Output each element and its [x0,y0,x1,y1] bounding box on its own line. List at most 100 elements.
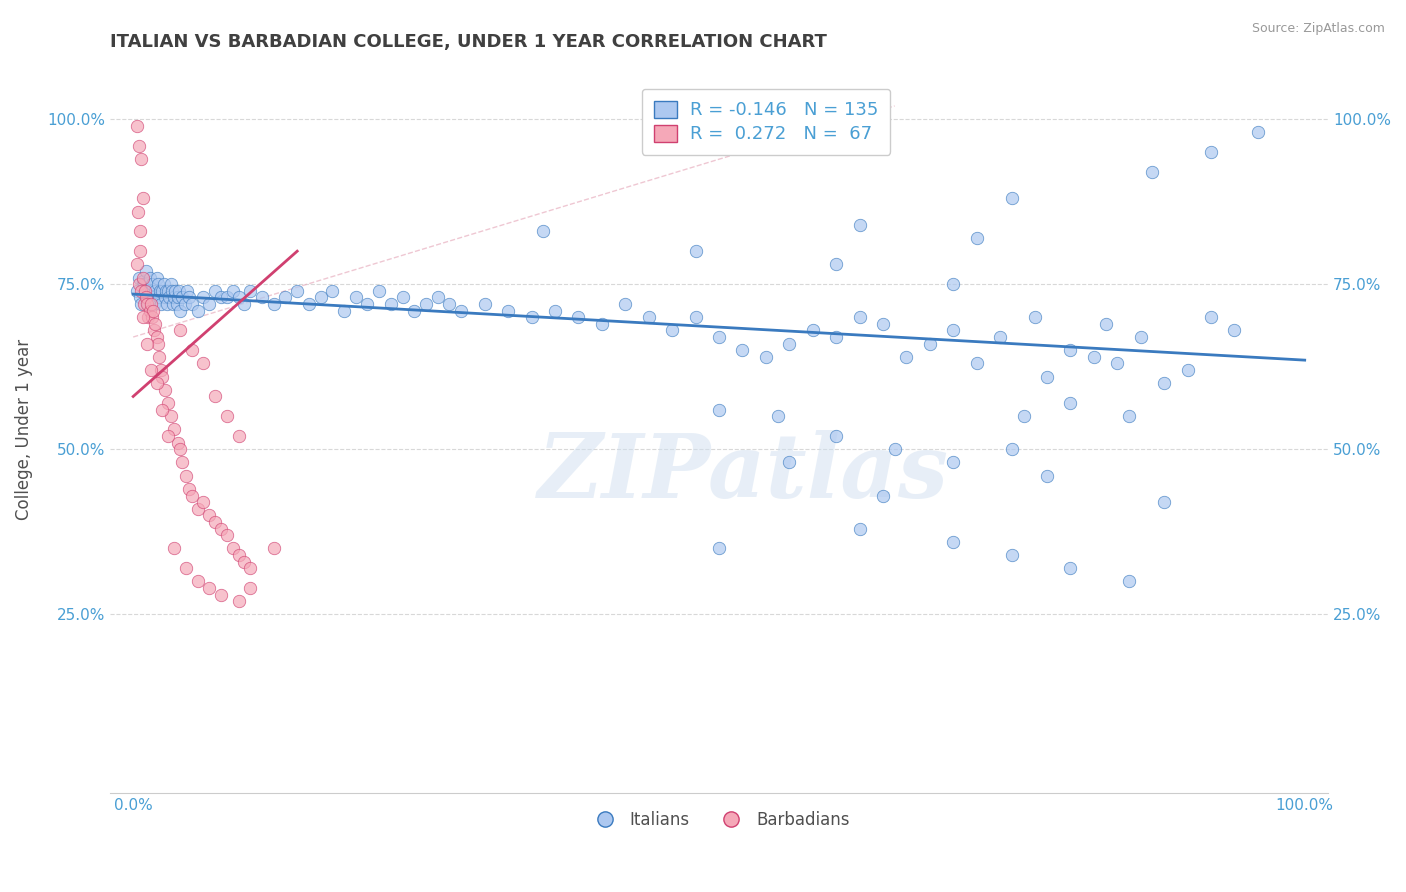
Point [172,290,194,304]
Point [141,277,163,292]
Point [163,290,186,304]
Point [1024,310,1046,325]
Point [187,501,209,516]
Point [159,409,181,424]
Point [128,277,150,292]
Point [204,389,226,403]
Point [567,310,589,325]
Point [1129,330,1152,344]
Point [333,303,356,318]
Point [1036,369,1059,384]
Point [1001,548,1024,562]
Point [139,297,162,311]
Point [166,435,188,450]
Point [162,297,184,311]
Point [157,429,180,443]
Point [176,284,198,298]
Point [872,317,894,331]
Point [138,270,160,285]
Point [141,310,163,325]
Point [1142,165,1164,179]
Point [391,290,413,304]
Point [766,409,789,424]
Point [368,284,391,298]
Point [285,284,308,298]
Point [531,224,554,238]
Point [263,541,285,556]
Point [209,290,232,304]
Point [474,297,496,311]
Point [131,152,153,166]
Point [142,290,165,304]
Point [298,297,321,311]
Point [193,495,215,509]
Point [125,119,148,133]
Point [180,343,202,358]
Point [215,528,238,542]
Point [166,290,188,304]
Point [450,303,472,318]
Point [129,290,152,304]
Point [131,297,153,311]
Point [138,303,160,318]
Point [139,284,162,298]
Point [179,482,201,496]
Point [138,310,160,325]
Point [138,297,160,311]
Point [152,277,174,292]
Point [174,561,197,575]
Point [707,541,730,556]
Point [131,191,153,205]
Point [1059,561,1081,575]
Point [166,297,188,311]
Point [160,284,183,298]
Point [156,297,179,311]
Point [1036,468,1059,483]
Point [179,290,201,304]
Point [152,402,174,417]
Point [263,297,285,311]
Point [128,138,150,153]
Point [825,257,848,271]
Point [131,310,153,325]
Point [544,303,567,318]
Point [1083,350,1105,364]
Point [198,508,221,523]
Point [1059,343,1081,358]
Point [167,284,190,298]
Point [1118,574,1140,589]
Point [204,284,226,298]
Point [942,323,965,337]
Point [169,323,191,337]
Point [1153,376,1175,391]
Point [661,323,683,337]
Point [966,356,988,370]
Point [228,429,250,443]
Point [127,204,149,219]
Text: ITALIAN VS BARBADIAN COLLEGE, UNDER 1 YEAR CORRELATION CHART: ITALIAN VS BARBADIAN COLLEGE, UNDER 1 YE… [110,33,827,51]
Point [150,363,173,377]
Point [135,264,157,278]
Point [129,224,152,238]
Point [165,284,187,298]
Point [163,541,186,556]
Point [131,270,153,285]
Point [404,303,426,318]
Point [942,534,965,549]
Legend: Italians, Barbadians: Italians, Barbadians [581,804,856,835]
Point [520,310,543,325]
Point [134,284,156,298]
Point [159,277,181,292]
Point [591,317,613,331]
Point [439,297,461,311]
Point [883,442,905,457]
Point [825,330,848,344]
Point [157,284,180,298]
Point [142,303,165,318]
Point [215,409,238,424]
Point [209,588,232,602]
Point [136,297,159,311]
Text: Source: ZipAtlas.com: Source: ZipAtlas.com [1251,22,1385,36]
Point [1001,191,1024,205]
Point [132,297,155,311]
